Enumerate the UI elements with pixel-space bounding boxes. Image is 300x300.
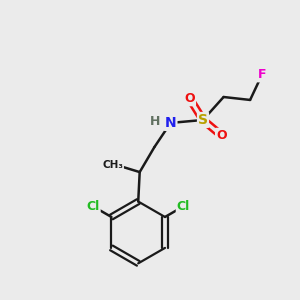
Text: F: F — [258, 68, 266, 81]
Text: O: O — [184, 92, 195, 105]
Text: S: S — [198, 113, 208, 127]
Text: Cl: Cl — [177, 200, 190, 213]
Text: CH₃: CH₃ — [102, 160, 123, 170]
Text: Cl: Cl — [86, 200, 100, 213]
Text: O: O — [216, 129, 226, 142]
Text: H: H — [150, 115, 160, 128]
Text: N: N — [165, 116, 176, 130]
